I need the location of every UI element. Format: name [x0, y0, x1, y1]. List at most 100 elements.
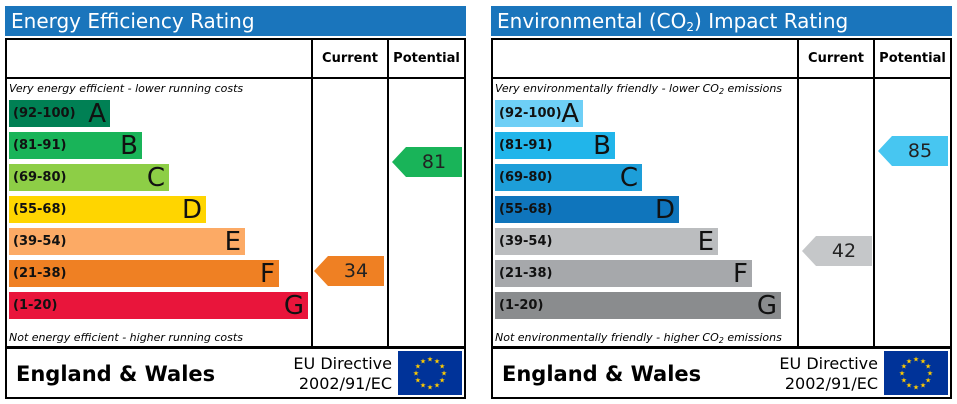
current-column-divider [311, 40, 313, 346]
eu-star-icon: ★ [413, 370, 419, 378]
rating-band-b: (81-91) B [9, 131, 142, 161]
directive-line-2: 2002/91/EC [298, 374, 392, 393]
eu-star-icon: ★ [913, 384, 919, 392]
band-range-label: (21-38) [13, 266, 67, 281]
eu-star-icon: ★ [906, 357, 912, 365]
band-letter: F [260, 259, 275, 289]
directive-line-2: 2002/91/EC [784, 374, 878, 393]
eu-flag-icon: ★ ★ ★ ★ ★ ★ ★ ★ ★ ★ ★ ★ [398, 351, 462, 395]
bottom-note: Not environmentally friendly - higher CO… [495, 331, 782, 345]
rating-band-a: (92-100) A [9, 99, 110, 129]
current-rating-arrow: 34 [314, 256, 384, 286]
eu-star-icon: ★ [427, 356, 433, 364]
current-rating-value: 34 [343, 260, 369, 282]
rating-band-e: (39-54) E [9, 227, 245, 257]
potential-column-header: Potential [393, 51, 460, 66]
eu-star-icon: ★ [434, 382, 440, 390]
directive-line-1: EU Directive [779, 354, 878, 373]
potential-column-divider [387, 40, 389, 346]
eu-star-icon: ★ [920, 382, 926, 390]
rating-band-e: (39-54) E [495, 227, 718, 257]
rating-band-c: (69-80) C [9, 163, 169, 193]
eu-flag-icon: ★ ★ ★ ★ ★ ★ ★ ★ ★ ★ ★ ★ [884, 351, 948, 395]
potential-column-header: Potential [879, 51, 946, 66]
band-range-label: (81-91) [13, 138, 67, 153]
current-column-divider [797, 40, 799, 346]
footer: England & Wales EU Directive 2002/91/EC … [491, 347, 952, 399]
eu-star-icon: ★ [899, 370, 905, 378]
band-range-label: (55-68) [499, 202, 553, 217]
band-range-label: (21-38) [499, 266, 553, 281]
rating-band-c: (69-80) C [495, 163, 642, 193]
band-letter: G [756, 291, 777, 321]
band-range-label: (92-100) [499, 106, 562, 121]
band-range-label: (81-91) [499, 138, 553, 153]
eu-star-icon: ★ [441, 370, 447, 378]
eu-star-icon: ★ [439, 377, 445, 385]
directive-line-1: EU Directive [293, 354, 392, 373]
rating-band-b: (81-91) B [495, 131, 615, 161]
potential-rating-arrow: 85 [878, 136, 948, 166]
band-letter: G [283, 291, 304, 321]
band-letter: B [593, 131, 611, 161]
band-range-label: (69-80) [499, 170, 553, 185]
band-range-label: (1-20) [499, 298, 544, 313]
header-divider [493, 77, 950, 79]
eu-star-icon: ★ [920, 357, 926, 365]
band-letter: F [733, 259, 748, 289]
rating-band-d: (55-68) D [9, 195, 206, 225]
band-letter: E [224, 227, 241, 257]
bottom-note: Not energy efficient - higher running co… [9, 331, 243, 344]
current-column-header: Current [808, 51, 864, 66]
footer: England & Wales EU Directive 2002/91/EC … [5, 347, 466, 399]
eu-star-icon: ★ [925, 377, 931, 385]
band-range-label: (1-20) [13, 298, 58, 313]
energy-efficiency-panel: Energy Efficiency Rating Current Potenti… [5, 6, 466, 399]
band-letter: C [146, 163, 165, 193]
eu-star-icon: ★ [901, 363, 907, 371]
rating-band-d: (55-68) D [495, 195, 679, 225]
potential-column-divider [873, 40, 875, 346]
band-letter: A [88, 99, 106, 129]
eu-star-icon: ★ [415, 377, 421, 385]
top-note: Very environmentally friendly - lower CO… [495, 82, 783, 96]
current-rating-arrow: 42 [802, 236, 872, 266]
eu-star-icon: ★ [420, 382, 426, 390]
rating-band-g: (1-20) G [495, 291, 781, 321]
eu-directive-label: EU Directive 2002/91/EC [272, 354, 392, 394]
eu-star-icon: ★ [927, 370, 933, 378]
eu-directive-label: EU Directive 2002/91/EC [758, 354, 878, 394]
band-letter: E [697, 227, 714, 257]
top-note: Very energy efficient - lower running co… [9, 82, 244, 95]
band-letter: A [561, 99, 579, 129]
eu-star-icon: ★ [913, 356, 919, 364]
environmental-impact-title: Environmental (CO2) Impact Rating [491, 6, 952, 36]
eu-star-icon: ★ [439, 363, 445, 371]
band-letter: D [181, 195, 202, 225]
rating-band-g: (1-20) G [9, 291, 308, 321]
potential-rating-value: 81 [421, 151, 447, 173]
energy-chart-box: Current Potential Very energy efficient … [5, 38, 466, 348]
band-letter: D [654, 195, 675, 225]
rating-band-a: (92-100) A [495, 99, 583, 129]
rating-band-f: (21-38) F [495, 259, 752, 289]
potential-rating-arrow: 81 [392, 147, 462, 177]
band-range-label: (92-100) [13, 106, 76, 121]
band-letter: B [120, 131, 138, 161]
current-column-header: Current [322, 51, 378, 66]
energy-efficiency-title: Energy Efficiency Rating [5, 6, 466, 36]
environmental-chart-box: Current Potential Very environmentally f… [491, 38, 952, 348]
band-range-label: (39-54) [499, 234, 553, 249]
band-range-label: (69-80) [13, 170, 67, 185]
band-letter: C [619, 163, 638, 193]
environmental-impact-panel: Environmental (CO2) Impact Rating Curren… [491, 6, 952, 399]
header-divider [7, 77, 464, 79]
current-rating-value: 42 [831, 240, 857, 262]
potential-rating-value: 85 [907, 140, 933, 162]
eu-star-icon: ★ [434, 357, 440, 365]
country-label: England & Wales [502, 362, 702, 386]
band-range-label: (39-54) [13, 234, 67, 249]
eu-star-icon: ★ [925, 363, 931, 371]
rating-band-f: (21-38) F [9, 259, 279, 289]
country-label: England & Wales [16, 362, 216, 386]
